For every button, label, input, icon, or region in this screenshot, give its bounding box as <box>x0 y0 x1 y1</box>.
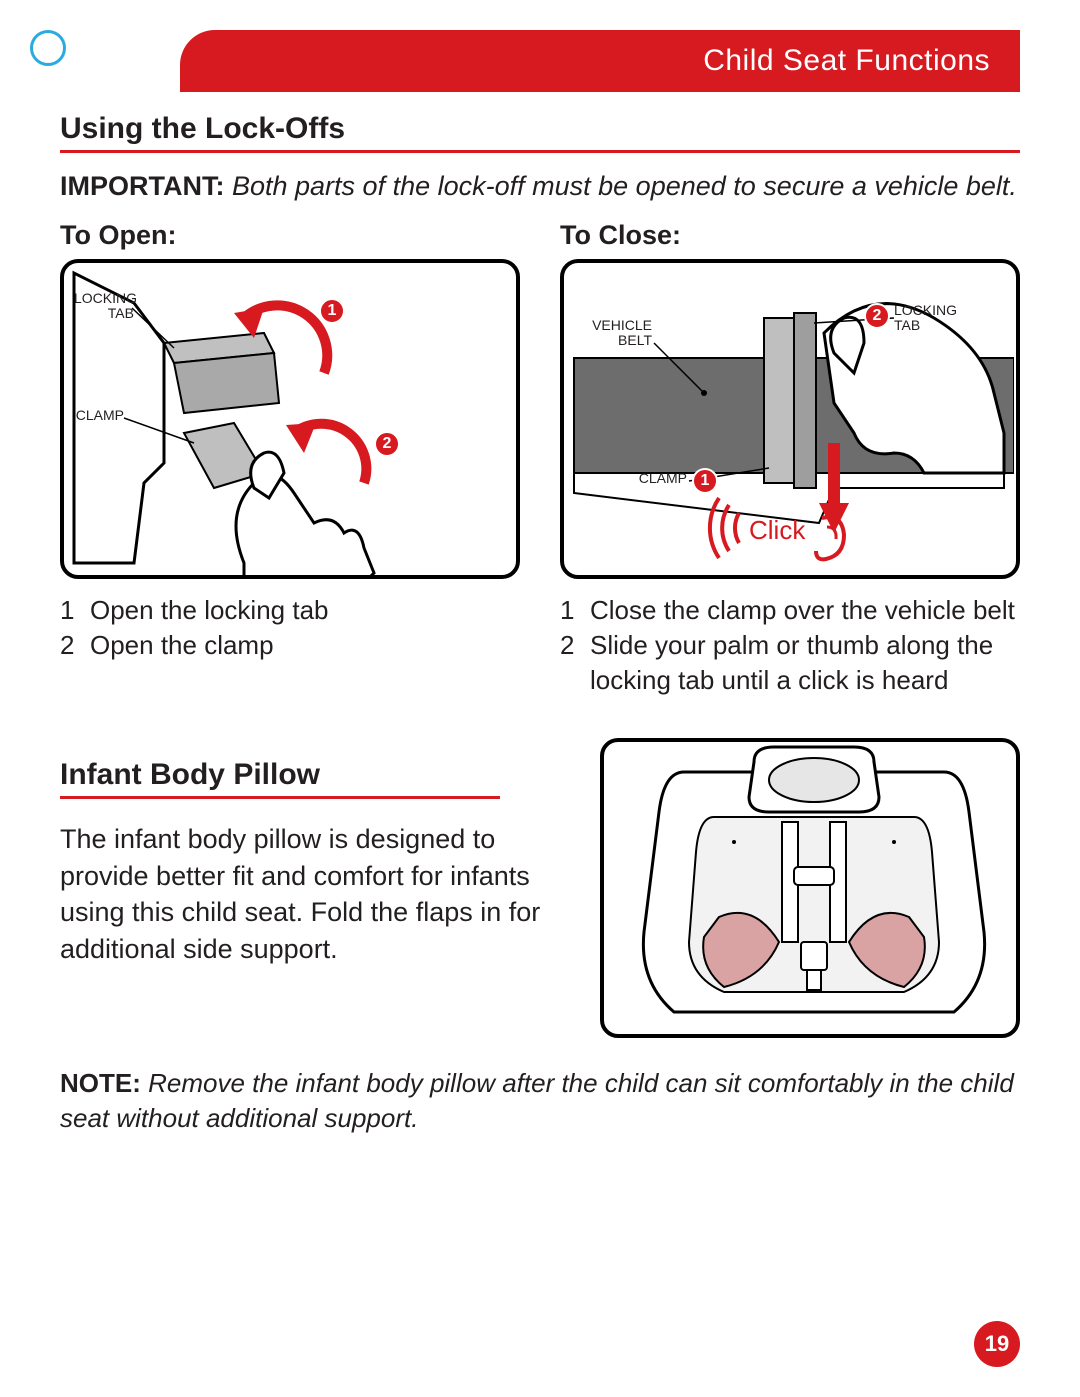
figure-pillow-svg <box>604 742 1020 1038</box>
callout-close-2: 2 <box>864 303 890 329</box>
step-num: 2 <box>560 628 590 698</box>
section-title-pillow: Infant Body Pillow <box>60 758 500 799</box>
steps-open: 1Open the locking tab 2Open the clamp <box>60 593 520 663</box>
figure-close: VEHICLE BELT LOCKING TAB CLAMP 1 2 Click <box>560 259 1020 579</box>
callout-open-1: 1 <box>319 298 345 324</box>
label-locking-tab-open: LOCKING TAB <box>74 291 134 322</box>
pillow-text-col: Infant Body Pillow The infant body pillo… <box>60 738 560 967</box>
important-note: IMPORTANT: Both parts of the lock-off mu… <box>60 169 1020 204</box>
step-num: 1 <box>60 593 90 628</box>
step-num: 1 <box>560 593 590 628</box>
label-vehicle-belt: VEHICLE BELT <box>592 318 652 349</box>
note-body: Remove the infant body pillow after the … <box>60 1068 1014 1133</box>
callout-close-1: 1 <box>692 468 718 494</box>
page-number: 19 <box>974 1321 1020 1367</box>
label-clamp-close: CLAMP <box>632 471 687 486</box>
important-label: IMPORTANT: <box>60 171 224 201</box>
figure-pillow <box>600 738 1020 1038</box>
lockoff-columns: To Open: <box>60 220 1020 698</box>
label-locking-tab-close: LOCKING TAB <box>894 303 964 334</box>
col-open: To Open: <box>60 220 520 698</box>
heading-open: To Open: <box>60 220 520 251</box>
pillow-row: Infant Body Pillow The infant body pillo… <box>60 738 1020 1038</box>
heading-close: To Close: <box>560 220 1020 251</box>
col-close: To Close: <box>560 220 1020 698</box>
label-clamp-open: CLAMP <box>74 408 124 423</box>
click-text: Click <box>749 515 805 546</box>
steps-close: 1Close the clamp over the vehicle belt 2… <box>560 593 1020 698</box>
callout-open-2: 2 <box>374 431 400 457</box>
step-text: Slide your palm or thumb along the locki… <box>590 628 1020 698</box>
step-text: Close the clamp over the vehicle belt <box>590 593 1015 628</box>
step-num: 2 <box>60 628 90 663</box>
pillow-body: The infant body pillow is designed to pr… <box>60 821 560 967</box>
step-text: Open the locking tab <box>90 593 329 628</box>
page-number-value: 19 <box>985 1331 1009 1357</box>
step-text: Open the clamp <box>90 628 274 663</box>
figure-open: LOCKING TAB CLAMP 1 2 <box>60 259 520 579</box>
important-body: Both parts of the lock-off must be opene… <box>224 171 1016 201</box>
note-text: NOTE: Remove the infant body pillow afte… <box>60 1066 1020 1136</box>
section-title-lockoffs: Using the Lock-Offs <box>60 112 1020 153</box>
page-marker-circle <box>30 30 66 66</box>
header-bar: Child Seat Functions <box>180 30 1020 92</box>
header-title: Child Seat Functions <box>703 44 990 77</box>
note-label: NOTE: <box>60 1068 141 1098</box>
